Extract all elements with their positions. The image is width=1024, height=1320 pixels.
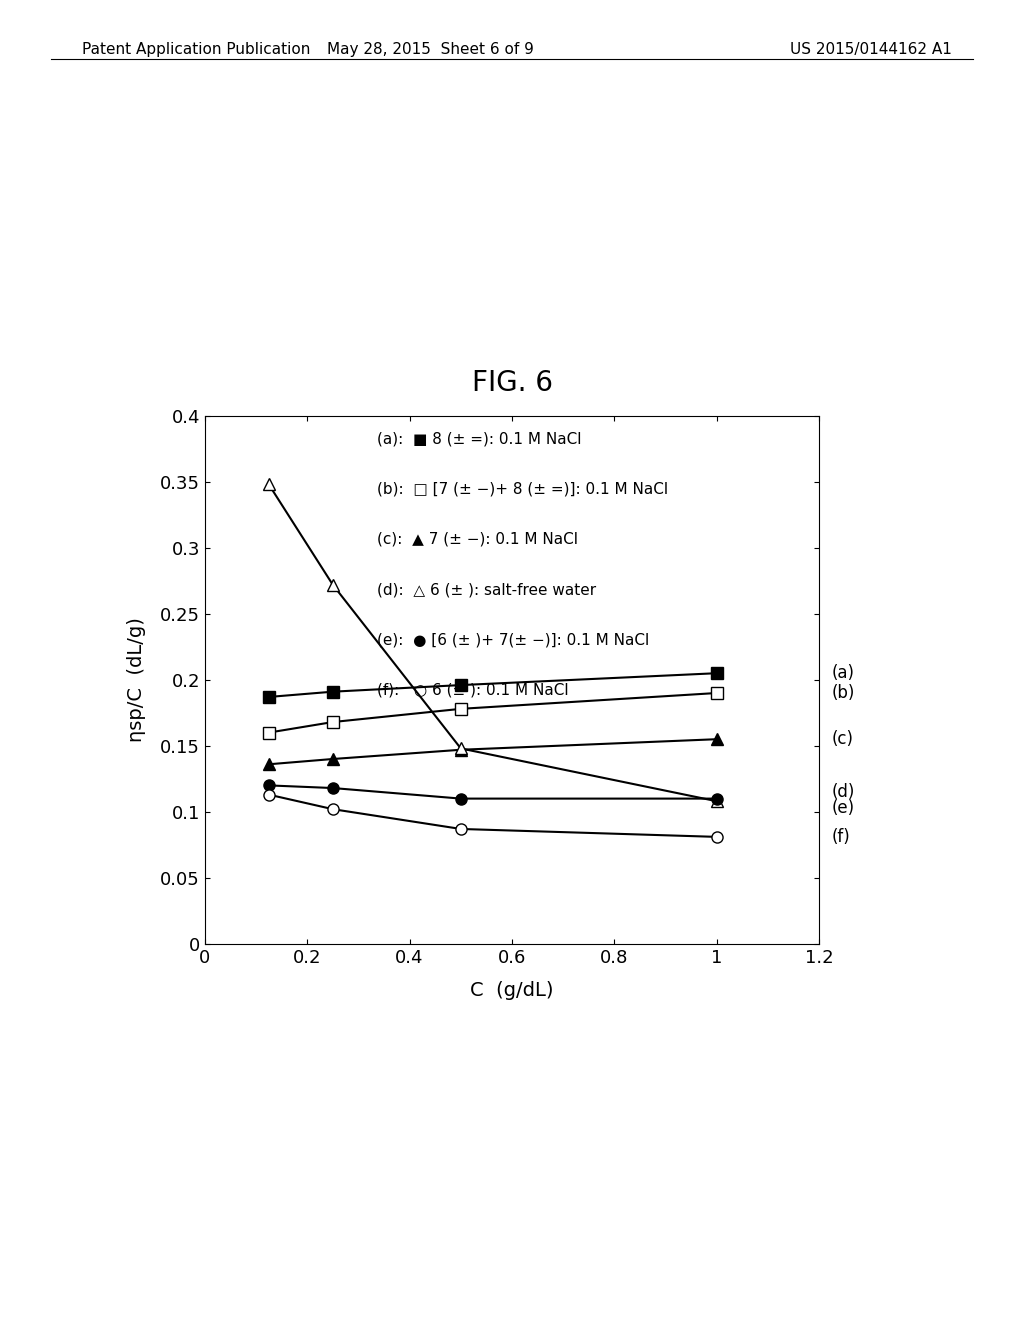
Text: (b):  □ [7 (± −)+ 8 (± =)]: 0.1 M NaCl: (b): □ [7 (± −)+ 8 (± =)]: 0.1 M NaCl <box>377 482 668 496</box>
Title: FIG. 6: FIG. 6 <box>471 368 553 397</box>
X-axis label: C  (g/dL): C (g/dL) <box>470 981 554 999</box>
Text: May 28, 2015  Sheet 6 of 9: May 28, 2015 Sheet 6 of 9 <box>327 42 534 57</box>
Text: US 2015/0144162 A1: US 2015/0144162 A1 <box>791 42 952 57</box>
Text: (e): (e) <box>831 799 855 817</box>
Text: (c):  ▲ 7 (± −): 0.1 M NaCl: (c): ▲ 7 (± −): 0.1 M NaCl <box>377 532 578 546</box>
Text: (b): (b) <box>831 684 855 702</box>
Text: (a): (a) <box>831 664 854 682</box>
Text: (f): (f) <box>831 828 850 846</box>
Text: (d):  △ 6 (± ): salt-free water: (d): △ 6 (± ): salt-free water <box>377 582 596 597</box>
Text: Patent Application Publication: Patent Application Publication <box>82 42 310 57</box>
Y-axis label: ηsp/C  (dL/g): ηsp/C (dL/g) <box>127 618 146 742</box>
Text: (f):   ○ 6 (± ): 0.1 M NaCl: (f): ○ 6 (± ): 0.1 M NaCl <box>377 682 568 697</box>
Text: (c): (c) <box>831 730 853 748</box>
Text: (d): (d) <box>831 783 855 801</box>
Text: (a):  ■ 8 (± =): 0.1 M NaCl: (a): ■ 8 (± =): 0.1 M NaCl <box>377 432 582 446</box>
Text: (e):  ● [6 (± )+ 7(± −)]: 0.1 M NaCl: (e): ● [6 (± )+ 7(± −)]: 0.1 M NaCl <box>377 632 649 647</box>
